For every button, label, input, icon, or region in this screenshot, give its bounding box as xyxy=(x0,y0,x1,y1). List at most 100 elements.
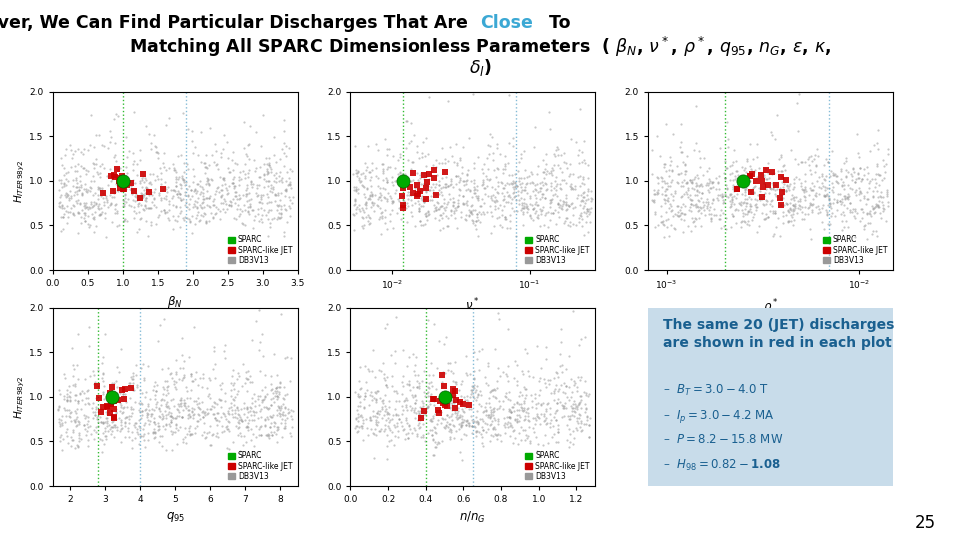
Point xyxy=(177,167,192,176)
Point xyxy=(411,408,426,417)
Point xyxy=(265,183,280,191)
Point xyxy=(197,202,212,211)
Point xyxy=(207,374,223,383)
Point xyxy=(438,206,453,214)
Point xyxy=(133,399,149,408)
Point xyxy=(370,201,385,210)
Point xyxy=(449,409,465,417)
Point xyxy=(133,432,149,441)
Point xyxy=(107,398,122,407)
Point xyxy=(362,366,377,375)
Point xyxy=(703,203,718,212)
Point xyxy=(706,178,721,186)
Point xyxy=(90,417,106,426)
Point xyxy=(377,421,393,429)
Point xyxy=(458,216,473,225)
Point xyxy=(181,406,197,414)
Point xyxy=(465,422,480,430)
Point xyxy=(549,399,564,408)
Point xyxy=(371,181,386,190)
Point xyxy=(854,214,870,222)
Point xyxy=(96,370,111,379)
Point xyxy=(422,195,438,204)
Point xyxy=(205,365,221,374)
Point xyxy=(773,194,788,202)
Point xyxy=(683,196,698,205)
Point xyxy=(406,406,421,415)
Point xyxy=(137,201,153,210)
Point xyxy=(262,154,277,163)
Point xyxy=(527,389,542,398)
Point xyxy=(278,142,294,151)
Point xyxy=(132,399,147,407)
Point xyxy=(54,213,69,221)
Point xyxy=(138,184,154,192)
Point xyxy=(91,203,107,212)
Point xyxy=(396,397,412,406)
Point xyxy=(141,188,156,197)
Point xyxy=(377,184,393,193)
Point xyxy=(69,421,84,429)
Point xyxy=(553,398,568,407)
Point xyxy=(137,418,153,427)
Point xyxy=(667,225,683,233)
Point xyxy=(529,403,544,412)
Point xyxy=(817,183,832,192)
Point xyxy=(132,406,147,415)
Point xyxy=(210,205,226,213)
Point xyxy=(484,194,499,202)
Point xyxy=(95,418,110,427)
Point xyxy=(543,388,559,397)
Point xyxy=(677,176,692,185)
Point xyxy=(108,409,124,417)
Point xyxy=(106,423,121,431)
Point xyxy=(77,217,92,226)
Point xyxy=(107,405,122,414)
Point xyxy=(516,202,531,211)
Point xyxy=(385,198,400,206)
Point xyxy=(157,406,173,415)
Point xyxy=(411,177,426,186)
Point xyxy=(779,187,794,195)
Point xyxy=(261,160,276,169)
Point xyxy=(368,372,383,381)
Point xyxy=(584,195,599,204)
Point xyxy=(267,214,282,222)
Point xyxy=(168,420,183,428)
Point xyxy=(381,188,396,197)
Point xyxy=(55,202,70,211)
Point xyxy=(445,194,461,202)
Point xyxy=(135,360,151,368)
Point xyxy=(874,176,889,184)
Point xyxy=(176,363,191,372)
Point xyxy=(769,185,784,193)
Point xyxy=(247,167,262,176)
Point xyxy=(476,184,492,192)
Point xyxy=(116,200,132,208)
Point xyxy=(228,191,244,200)
Point xyxy=(446,198,462,206)
Point xyxy=(700,195,715,204)
Point xyxy=(452,413,468,421)
Point xyxy=(649,172,664,181)
Point xyxy=(763,184,779,192)
Point xyxy=(377,401,393,410)
Point xyxy=(519,204,535,213)
Point xyxy=(577,136,592,145)
Point xyxy=(673,211,688,220)
Point xyxy=(457,393,472,401)
Point xyxy=(489,431,504,440)
Point xyxy=(95,194,110,203)
Point xyxy=(647,190,662,199)
Point xyxy=(492,212,507,221)
Point xyxy=(555,404,570,413)
Point xyxy=(768,191,783,200)
Point xyxy=(814,172,829,181)
Point xyxy=(562,182,577,191)
Point xyxy=(256,160,272,168)
Point xyxy=(60,195,76,204)
Point xyxy=(680,178,695,186)
Point xyxy=(501,139,516,147)
Point xyxy=(269,201,284,210)
Point xyxy=(218,207,233,216)
